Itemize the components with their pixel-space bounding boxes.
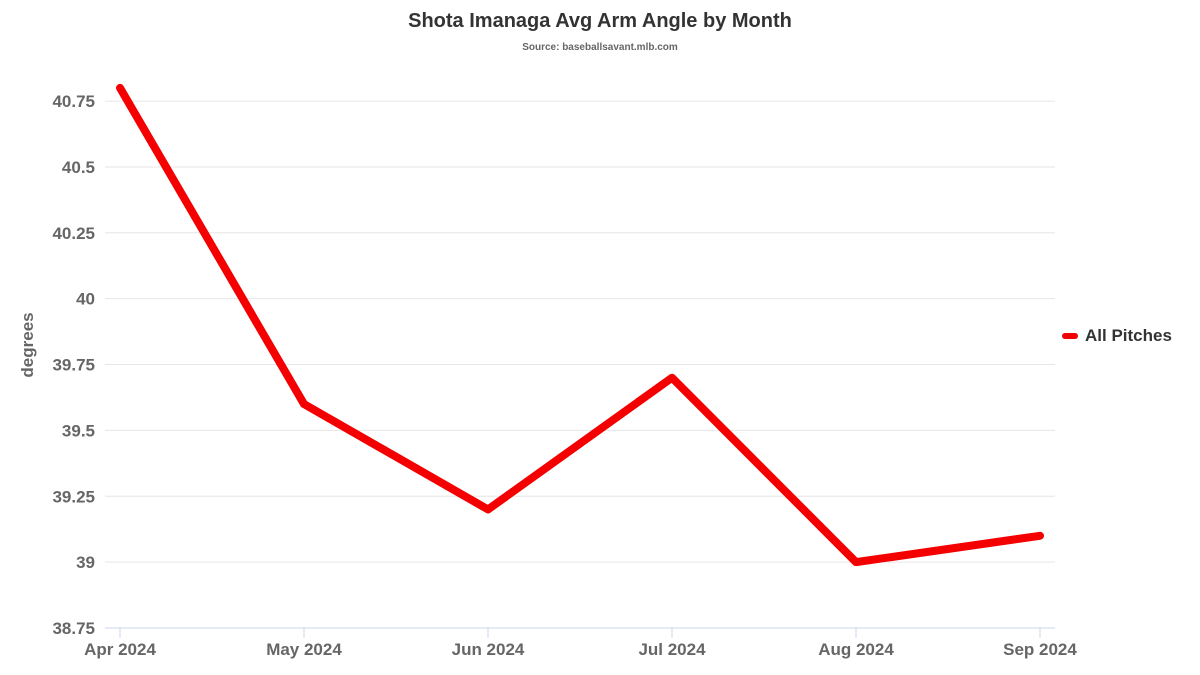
legend: All Pitches <box>1062 326 1172 346</box>
y-tick-label: 39.75 <box>52 356 95 375</box>
x-tick-label: Jun 2024 <box>452 640 525 659</box>
y-tick-label: 39 <box>76 553 95 572</box>
x-tick-label: Apr 2024 <box>84 640 156 659</box>
y-tick-label: 39.5 <box>62 421 95 440</box>
y-tick-label: 38.75 <box>52 619 95 638</box>
series-marker-icon <box>1062 333 1078 339</box>
x-tick-label: Jul 2024 <box>638 640 706 659</box>
x-tick-label: Aug 2024 <box>818 640 894 659</box>
x-tick-label: Sep 2024 <box>1003 640 1077 659</box>
y-tick-label: 40.5 <box>62 158 95 177</box>
chart-title: Shota Imanaga Avg Arm Angle by Month <box>408 10 792 32</box>
y-tick-label: 40 <box>76 290 95 309</box>
legend-label: All Pitches <box>1085 326 1172 345</box>
series-line-all-pitches <box>116 83 1044 567</box>
legend-item-all-pitches[interactable]: All Pitches <box>1062 326 1172 346</box>
y-tick-label: 40.25 <box>52 224 95 243</box>
y-tick-label: 40.75 <box>52 92 95 111</box>
y-tick-label: 39.25 <box>52 487 95 506</box>
x-tick-label: May 2024 <box>266 640 342 659</box>
chart-subtitle: Source: baseballsavant.mlb.com <box>522 42 678 53</box>
